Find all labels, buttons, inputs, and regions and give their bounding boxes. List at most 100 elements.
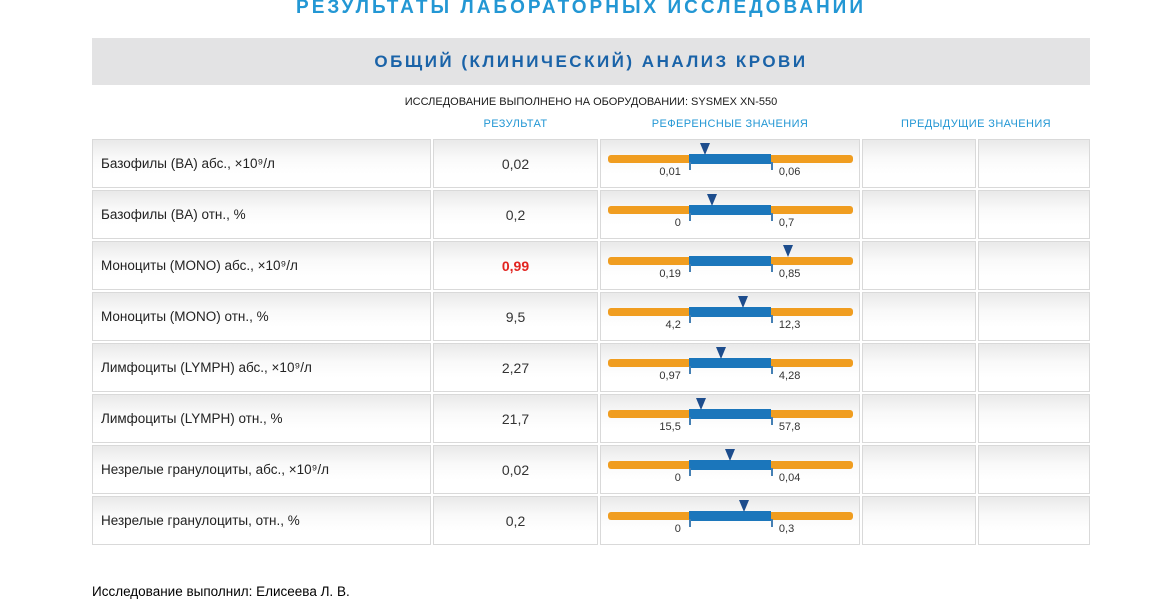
reference-high-label: 0,04 [778,472,801,484]
result-marker-icon [716,347,727,359]
out-of-range-bar [608,205,853,215]
reference-range-segment [688,460,771,470]
equipment-note: ИССЛЕДОВАНИЕ ВЫПОЛНЕНО НА ОБОРУДОВАНИИ: … [404,96,778,108]
name-column-spacer [92,118,431,130]
section-band: ОБЩИЙ (КЛИНИЧЕСКИЙ) АНАЛИЗ КРОВИ [92,38,1090,85]
reference-range-segment [688,358,771,368]
parameter-name: Лимфоциты (LYMPH) отн., % [92,394,431,443]
parameter-name: Базофилы (BA) абс., ×10⁹/л [92,139,431,188]
previous-value-cell [862,190,976,239]
reference-range-cell: 15,5 57,8 [600,394,860,443]
high-tick [770,315,773,323]
previous-value-cell [978,241,1090,290]
reference-range-cell: 0 0,04 [600,445,860,494]
out-of-range-bar [608,460,853,470]
previous-value-cell [862,241,976,290]
low-tick [688,366,691,374]
reference-low-label: 15,5 [659,421,681,433]
reference-range-cell: 0,01 0,06 [600,139,860,188]
table-row: Лимфоциты (LYMPH) отн., % 21,7 15,5 57,8 [92,394,1090,443]
reference-range-segment [688,307,771,317]
previous-value-cell [862,394,976,443]
result-marker-icon [738,500,749,512]
performed-by-note: Исследование выполнил: Елисеева Л. В. [92,584,350,599]
high-tick [770,366,773,374]
page-title: РЕЗУЛЬТАТЫ ЛАБОРАТОРНЫХ ИССЛЕДОВАНИЙ [296,0,866,18]
reference-bar: 0,01 0,06 [608,140,853,187]
reference-high-label: 0,3 [778,523,795,535]
low-tick [688,417,691,425]
reference-low-label: 0,01 [659,166,681,178]
reference-low-label: 0 [674,523,681,535]
reference-range-segment [688,256,771,266]
table-row: Базофилы (BA) абс., ×10⁹/л 0,02 0,01 0,0… [92,139,1090,188]
reference-range-segment [688,511,771,521]
column-header-reference: РЕФЕРЕНСНЫЕ ЗНАЧЕНИЯ [651,118,809,130]
out-of-range-bar [608,154,853,164]
table-row: Базофилы (BA) отн., % 0,2 0 0,7 [92,190,1090,239]
previous-value-cell [978,394,1090,443]
column-header-result: РЕЗУЛЬТАТ [483,118,548,130]
previous-value-cell [978,445,1090,494]
column-header-previous: ПРЕДЫДУЩИЕ ЗНАЧЕНИЯ [900,118,1052,130]
result-marker-icon [783,245,794,257]
high-tick [770,162,773,170]
previous-value-cell [862,445,976,494]
reference-bar: 0 0,3 [608,497,853,544]
previous-value-cell [862,343,976,392]
previous-value-cell [862,139,976,188]
reference-low-label: 4,2 [665,319,681,331]
reference-range-segment [688,409,771,419]
low-tick [688,162,691,170]
low-tick [688,468,691,476]
previous-value-cell [978,139,1090,188]
low-tick [688,213,691,221]
reference-range-cell: 4,2 12,3 [600,292,860,341]
out-of-range-bar [608,358,853,368]
reference-range-cell: 0,97 4,28 [600,343,860,392]
result-marker-icon [707,194,718,206]
result-marker-icon [700,143,711,155]
parameter-name: Лимфоциты (LYMPH) абс., ×10⁹/л [92,343,431,392]
previous-value-cell [978,343,1090,392]
high-tick [770,417,773,425]
reference-bar: 0,97 4,28 [608,344,853,391]
reference-low-label: 0,97 [659,370,681,382]
reference-high-label: 4,28 [778,370,801,382]
result-value: 0,99 [433,241,598,290]
previous-value-cell [978,292,1090,341]
parameter-name: Моноциты (MONO) абс., ×10⁹/л [92,241,431,290]
previous-value-cell [978,190,1090,239]
result-value: 0,02 [433,139,598,188]
result-value: 0,2 [433,190,598,239]
high-tick [770,264,773,272]
reference-high-label: 12,3 [778,319,801,331]
result-value: 0,2 [433,496,598,545]
result-marker-icon [695,398,706,410]
result-value: 9,5 [433,292,598,341]
reference-low-label: 0 [674,217,681,229]
previous-value-cell [862,292,976,341]
table-row: Лимфоциты (LYMPH) абс., ×10⁹/л 2,27 0,97… [92,343,1090,392]
reference-bar: 0,19 0,85 [608,242,853,289]
previous-value-cell [862,496,976,545]
low-tick [688,315,691,323]
reference-low-label: 0 [674,472,681,484]
low-tick [688,519,691,527]
result-value: 0,02 [433,445,598,494]
high-tick [770,213,773,221]
high-tick [770,468,773,476]
reference-bar: 0 0,04 [608,446,853,493]
reference-range-segment [688,205,771,215]
low-tick [688,264,691,272]
reference-range-segment [688,154,771,164]
result-marker-icon [724,449,735,461]
table-row: Незрелые гранулоциты, отн., % 0,2 0 0,3 [92,496,1090,545]
parameter-name: Незрелые гранулоциты, отн., % [92,496,431,545]
out-of-range-bar [608,511,853,521]
reference-bar: 4,2 12,3 [608,293,853,340]
results-table: Базофилы (BA) абс., ×10⁹/л 0,02 0,01 0,0… [92,139,1090,547]
reference-high-label: 0,7 [778,217,795,229]
out-of-range-bar [608,307,853,317]
